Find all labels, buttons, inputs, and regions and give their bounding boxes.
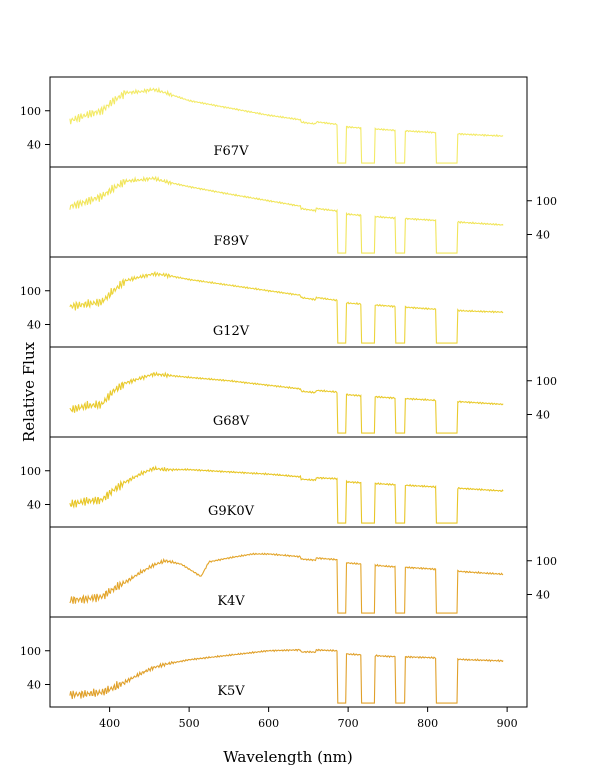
panel-frame <box>49 166 528 258</box>
panel-k4v: 40 100 K4V <box>49 526 557 618</box>
y-tick-label: 100 <box>20 105 41 118</box>
spectral-type-label: G12V <box>213 324 250 339</box>
spectrum-line <box>69 465 504 524</box>
panel-k5v: 40 100 K5V <box>20 616 528 708</box>
panel-frame <box>49 256 528 348</box>
panel-g68v: 40 100 G68V <box>49 346 557 438</box>
x-tick-label: 900 <box>497 717 518 730</box>
y-tick-label: 100 <box>536 195 557 208</box>
spectral-type-label: G9K0V <box>208 504 255 519</box>
y-tick-label: 40 <box>27 319 41 332</box>
y-tick-label: 100 <box>536 375 557 388</box>
panel-g12v: 40 100 G12V <box>20 256 528 348</box>
spectrum-line <box>69 552 504 614</box>
panel-frame <box>49 616 528 708</box>
x-axis: 400 500 600 700 800 900 <box>99 707 518 730</box>
spectral-type-label: K4V <box>217 594 245 609</box>
spectral-type-label: G68V <box>213 414 250 429</box>
panel-frame <box>49 346 528 438</box>
panel-g9k0v: 40 100 G9K0V <box>20 436 528 528</box>
panel-frame <box>49 526 528 618</box>
y-tick-label: 40 <box>536 589 550 602</box>
y-tick-label: 100 <box>20 645 41 658</box>
panels-layer: 40 100 F67V 40 100 F89V 40 100 G12V 40 100 G68V 40 10… <box>20 76 557 708</box>
spectrum-line <box>69 270 504 344</box>
spectrum-line <box>69 371 504 434</box>
x-tick-label: 400 <box>99 717 120 730</box>
spectrum-line <box>69 86 504 164</box>
y-tick-label: 100 <box>536 555 557 568</box>
y-tick-label: 40 <box>27 139 41 152</box>
spectral-type-label: F89V <box>214 234 250 249</box>
panel-f89v: 40 100 F89V <box>49 166 557 258</box>
y-tick-label: 100 <box>20 465 41 478</box>
spectrum-line <box>69 175 504 254</box>
x-tick-label: 700 <box>338 717 359 730</box>
y-tick-label: 40 <box>536 229 550 242</box>
panel-frame <box>49 436 528 528</box>
y-tick-label: 40 <box>27 679 41 692</box>
x-tick-label: 500 <box>179 717 200 730</box>
spectral-type-label: F67V <box>214 144 250 159</box>
spectrum-line <box>69 648 504 704</box>
x-tick-label: 800 <box>417 717 438 730</box>
y-tick-label: 100 <box>20 285 41 298</box>
panel-f67v: 40 100 F67V <box>20 76 528 168</box>
y-tick-label: 40 <box>27 499 41 512</box>
panel-frame <box>49 76 528 168</box>
x-tick-label: 600 <box>258 717 279 730</box>
spectral-type-label: K5V <box>217 684 245 699</box>
y-axis-title: Relative Flux <box>20 341 38 442</box>
y-tick-label: 40 <box>536 409 550 422</box>
x-axis-title: Wavelength (nm) <box>223 748 352 766</box>
